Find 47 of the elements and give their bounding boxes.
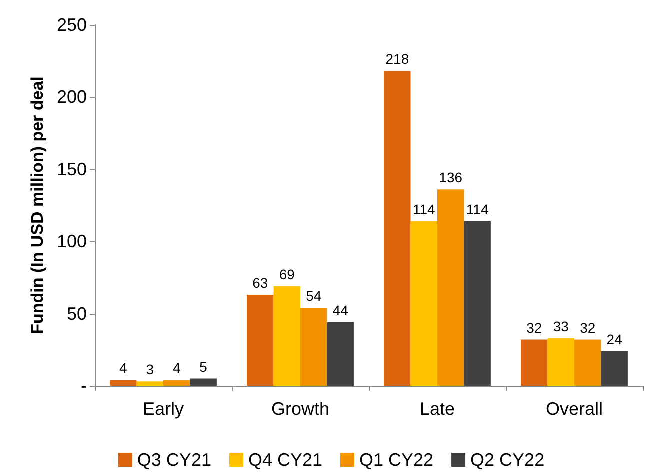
bar <box>548 338 574 386</box>
bar <box>384 71 411 386</box>
legend-label: Q4 CY21 <box>248 450 323 470</box>
bar <box>190 378 217 386</box>
bar <box>110 380 137 386</box>
bar <box>438 190 464 386</box>
bar <box>300 308 328 386</box>
data-label: 24 <box>606 331 623 348</box>
legend-label: Q2 CY22 <box>470 450 545 470</box>
y-tick-label: 50 <box>66 304 87 324</box>
data-label: 3 <box>146 362 154 378</box>
legend-label: Q1 CY22 <box>360 450 434 470</box>
data-label: 33 <box>553 318 570 334</box>
data-label: 63 <box>252 275 268 292</box>
data-label: 32 <box>526 320 542 336</box>
data-label: 44 <box>332 302 349 318</box>
data-label: 114 <box>466 201 489 218</box>
y-tick-label: 200 <box>56 87 87 108</box>
bar <box>464 221 491 386</box>
y-tick-label: 150 <box>56 159 87 180</box>
data-label: 32 <box>580 320 596 336</box>
data-label: 4 <box>172 360 181 376</box>
bar <box>136 382 164 386</box>
data-label: 54 <box>306 288 322 304</box>
bar <box>327 322 354 386</box>
x-tick-label: Growth <box>271 399 330 419</box>
x-tick-label: Late <box>420 399 456 419</box>
y-axis-title: Fundin (In USD million) per deal <box>28 76 48 334</box>
y-tick-label: 100 <box>56 232 87 252</box>
bar <box>274 286 300 386</box>
legend-label: Q3 CY21 <box>137 450 212 470</box>
data-label: 114 <box>412 201 436 218</box>
x-tick-label: Overall <box>546 399 604 419</box>
bar <box>247 295 274 386</box>
data-label: 5 <box>200 358 208 375</box>
y-tick-label: 250 <box>56 15 87 35</box>
bar <box>164 380 190 386</box>
bar <box>521 340 548 386</box>
data-label: 4 <box>120 360 128 376</box>
x-tick-label: Early <box>142 399 184 419</box>
data-label: 218 <box>386 51 410 68</box>
bar <box>410 221 438 386</box>
data-label: 69 <box>279 266 296 282</box>
y-tick-label: - <box>81 376 87 396</box>
bar <box>574 340 602 386</box>
bar <box>601 351 628 386</box>
data-label: 136 <box>439 170 463 186</box>
